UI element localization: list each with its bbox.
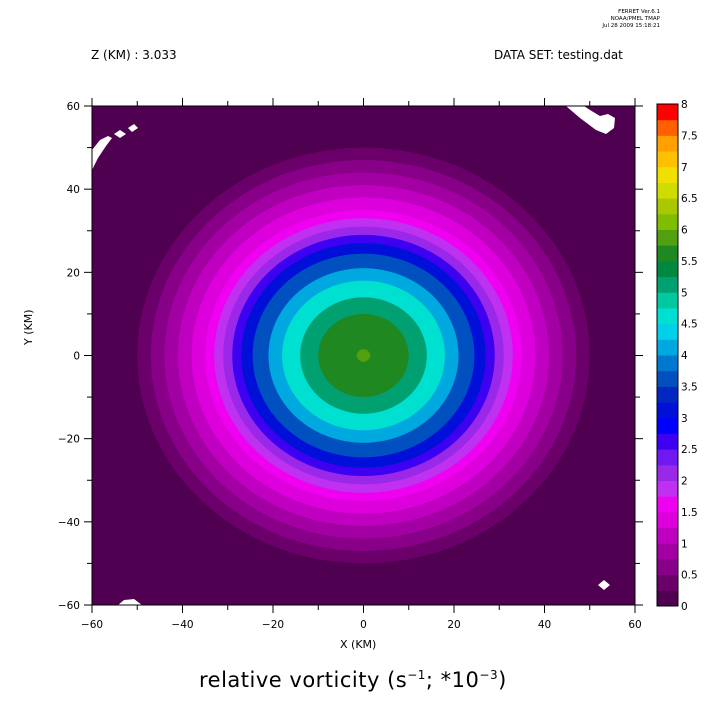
colorbar-label: 6 [681,225,688,237]
y-tick-label: 40 [67,184,80,196]
z-level-label: Z (KM) : 3.033 [91,48,177,62]
colorbar-cell [657,245,678,262]
colorbar-cell [657,433,678,450]
colorbar-cell [657,590,678,607]
colorbar-cell [657,260,678,278]
colorbar-label: 2 [681,476,688,488]
colorbar: 0 0.5 1 1.5 2 2.5 3 3.5 4 4.5 5 5.5 6 6.5 7 7.5 8 [656,99,698,613]
colorbar-cell [657,355,678,372]
colorbar-cell [657,558,678,576]
title-prefix: relative vorticity (s [199,668,408,692]
ferret-lab: NOAA/PMEL TMAP [610,16,660,22]
colorbar-cell [657,464,678,481]
colorbar-cell [657,339,678,356]
colorbar-cell [657,574,678,591]
title-middle: ; *10 [425,668,480,692]
missing-upper-left-fleck [114,130,126,138]
title-exp2: −3 [479,668,499,682]
x-axis-label: X (KM) [340,638,377,651]
colorbar-label: 7.5 [681,130,698,142]
y-axis-ticks: −60 −40 −20 0 20 40 60 [58,101,643,612]
vorticity-field [92,106,635,605]
colorbar-cell [657,402,678,419]
colorbar-cell [657,480,678,497]
x-tick-label: 60 [628,619,641,631]
colorbar-cell [657,386,678,403]
y-tick-label: 20 [67,267,80,279]
contour-band-5_75 [356,349,371,362]
x-tick-label: 20 [447,619,460,631]
colorbar-cell [657,323,678,340]
ferret-version: FERRET Ver.6.1 [618,9,660,15]
missing-lower-right [598,580,610,590]
x-tick-label: −40 [171,619,193,631]
y-tick-label: 0 [73,351,80,363]
colorbar-label: 1 [681,538,688,550]
colorbar-cell [657,182,678,199]
colorbar-label: 6.5 [681,193,698,205]
missing-data-regions [92,106,615,605]
x-tick-label: 40 [538,619,551,631]
y-tick-label: 60 [67,101,80,113]
colorbar-cell [657,449,678,466]
colorbar-cell [657,370,678,387]
colorbar-label: 5.5 [681,256,698,268]
missing-upper-right [566,106,615,134]
plot-title: relative vorticity (s−1; *10−3) [199,668,507,692]
colorbar-cell [657,104,678,121]
x-tick-label: 0 [360,619,367,631]
colorbar-label: 2.5 [681,444,698,456]
colorbar-label: 5 [681,287,688,299]
colorbar-label: 4 [681,350,688,362]
colorbar-label: 0.5 [681,570,698,582]
colorbar-cell [657,229,678,246]
missing-upper-left-fleck-2 [128,124,138,132]
colorbar-cell [657,543,678,560]
colorbar-cell [657,292,678,309]
y-tick-label: −40 [58,517,80,529]
colorbar-label: 8 [681,99,688,111]
colorbar-label: 3 [681,413,688,425]
colorbar-cell [657,119,678,136]
colorbar-cell [657,135,678,152]
y-tick-label: −60 [58,600,80,612]
colorbar-cell [657,198,678,215]
colorbar-label: 4.5 [681,319,698,331]
colorbar-cell [657,307,678,325]
y-tick-label: −20 [58,434,80,446]
dataset-label: DATA SET: testing.dat [494,48,623,62]
colorbar-cell [657,166,678,183]
colorbar-label: 3.5 [681,381,698,393]
title-exp1: −1 [407,668,426,682]
x-tick-label: −20 [262,619,284,631]
colorbar-cell [657,151,678,168]
ferret-timestamp: Jul 28 2009 15:18:21 [602,23,660,29]
colorbar-cell [657,213,678,230]
colorbar-cell [657,511,678,529]
missing-bottom-left [118,599,142,605]
x-tick-label: −60 [81,619,103,631]
title-suffix: ) [498,668,507,692]
colorbar-cell [657,276,678,293]
missing-upper-left [92,136,112,170]
colorbar-label: 1.5 [681,507,698,519]
colorbar-cell [657,527,678,544]
colorbar-label: 0 [681,601,688,613]
colorbar-cell [657,417,678,434]
colorbar-cell [657,496,678,513]
colorbar-frame [656,103,679,607]
y-axis-label: Y (KM) [22,309,35,345]
colorbar-label: 7 [681,162,688,174]
x-axis-ticks: −60 −40 −20 0 20 40 60 [81,98,642,631]
